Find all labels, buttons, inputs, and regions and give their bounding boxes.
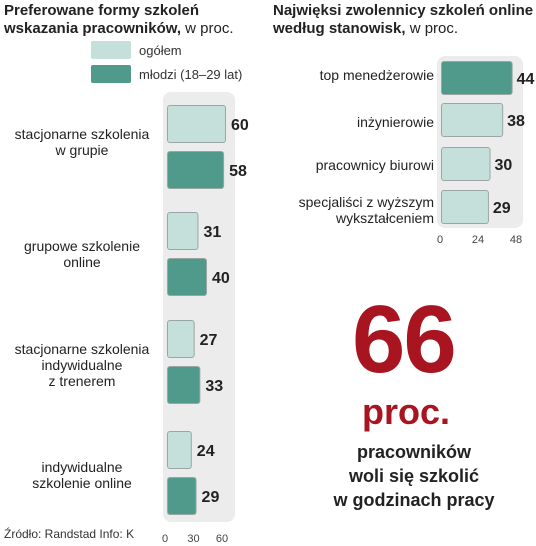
right-bar-2 — [442, 148, 490, 180]
left-title-unit: w proc. — [181, 20, 234, 37]
value-label-total-2: 27 — [200, 332, 218, 349]
bar-young-3 — [168, 478, 196, 514]
callout-line-1: pracowników — [356, 442, 472, 462]
right-bar-shadow-3 — [441, 190, 489, 224]
bar-young-1 — [168, 259, 206, 295]
left-chart-background-band — [163, 92, 235, 522]
left-x-tick-2: 60 — [216, 533, 228, 545]
left-category-label-2: stacjonarne szkolenia indywidualne z tre… — [14, 341, 150, 389]
value-label-young-1: 40 — [212, 270, 230, 287]
bar-shadow-total-1 — [167, 212, 199, 250]
right-title-unit: w proc. — [405, 20, 459, 37]
bar-shadow-young-2 — [167, 366, 201, 404]
legend-swatch-young — [91, 65, 131, 83]
bar-shadow-young-1 — [167, 258, 207, 296]
bar-total-0 — [168, 106, 225, 142]
right-bar-0 — [442, 62, 512, 94]
bar-shadow-total-3 — [167, 431, 192, 469]
callout-text: pracowników woli się szkolić w godzinach… — [306, 440, 522, 512]
bar-total-1 — [168, 213, 198, 249]
callout-number: 66 — [352, 286, 457, 393]
callout-line-3: w godzinach pracy — [333, 490, 495, 510]
right-value-label-3: 29 — [493, 200, 511, 217]
left-chart-title: Preferowane formy szkoleń wskazania prac… — [4, 2, 234, 38]
bar-shadow-young-3 — [167, 477, 197, 515]
right-bar-shadow-1 — [441, 103, 504, 137]
bar-shadow-total-2 — [167, 320, 195, 358]
left-category-label-1: grupowe szkolenie online — [24, 238, 140, 270]
legend-label-young: młodzi (18–29 lat) — [139, 66, 243, 82]
right-chart-title: Najwięksi zwolennicy szkoleń online wedł… — [273, 2, 533, 38]
value-label-total-1: 31 — [203, 224, 221, 241]
value-label-young-3: 29 — [202, 489, 220, 506]
right-title-line-2: według stanowisk, — [273, 20, 406, 37]
right-x-tick-0: 0 — [437, 234, 443, 246]
right-bar-3 — [442, 191, 488, 223]
right-category-label-2: pracownicy biurowi — [315, 157, 434, 173]
right-x-tick-1: 24 — [472, 234, 484, 246]
right-bar-1 — [442, 104, 503, 136]
right-category-label-1: inżynierowie — [356, 114, 434, 130]
legend-swatch-total — [91, 41, 131, 59]
source-note: Źródło: Randstad Info: K — [4, 527, 135, 541]
right-title-line-1: Najwięksi zwolennicy szkoleń online — [273, 2, 534, 19]
left-title-line-1: Preferowane formy szkoleń — [4, 2, 200, 19]
value-label-young-2: 33 — [205, 378, 223, 395]
bar-total-2 — [168, 321, 194, 357]
value-label-total-3: 24 — [197, 443, 215, 460]
callout-line-2: woli się szkolić — [348, 466, 480, 486]
bar-young-0 — [168, 152, 224, 188]
value-label-young-0: 58 — [229, 163, 247, 180]
right-bar-shadow-0 — [441, 61, 513, 95]
bar-young-2 — [168, 367, 200, 403]
right-value-label-0: 44 — [517, 71, 535, 88]
legend-item-young: młodzi (18–29 lat) — [91, 65, 242, 83]
right-value-label-1: 38 — [507, 113, 525, 130]
callout-unit: proc. — [362, 391, 451, 432]
legend-item-total: ogółem — [91, 41, 182, 59]
right-bar-shadow-2 — [441, 147, 491, 181]
left-category-label-0: stacjonarne szkolenia w grupie — [14, 126, 150, 158]
left-x-tick-0: 0 — [162, 533, 168, 545]
value-label-total-0: 60 — [231, 117, 249, 134]
right-value-label-2: 30 — [495, 157, 513, 174]
bar-total-3 — [168, 432, 191, 468]
right-chart-background-band — [437, 56, 523, 228]
right-x-tick-2: 48 — [510, 234, 522, 246]
left-x-tick-1: 30 — [187, 533, 199, 545]
right-category-label-3: specjaliści z wyższym wykształceniem — [298, 194, 434, 226]
bar-shadow-total-0 — [167, 105, 226, 143]
left-title-line-2: wskazania pracowników, — [4, 20, 182, 37]
right-category-label-0: top menedżerowie — [319, 67, 434, 83]
bar-shadow-young-0 — [167, 151, 225, 189]
left-category-label-3: indywidualne szkolenie online — [32, 459, 132, 491]
legend-label-total: ogółem — [139, 42, 182, 58]
